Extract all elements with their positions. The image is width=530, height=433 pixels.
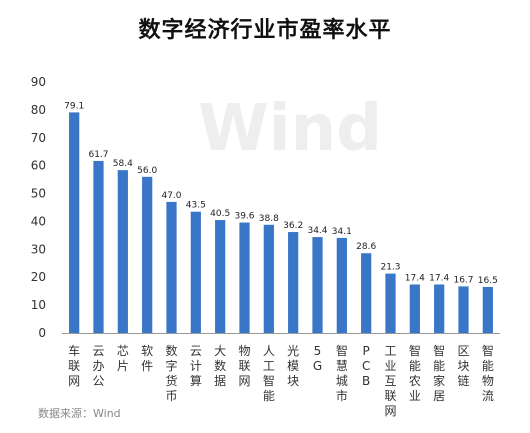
x-tick-label: 芯片: [117, 344, 129, 373]
bar: [458, 286, 469, 333]
bar: [69, 112, 80, 333]
data-label: 40.5: [210, 209, 230, 219]
bar: [117, 170, 128, 333]
data-label: 61.7: [88, 150, 108, 160]
data-label: 58.4: [113, 159, 133, 169]
bar: [215, 220, 226, 333]
bar: [93, 160, 104, 333]
data-label: 38.8: [259, 214, 279, 224]
x-tick-label: 智慧城市: [336, 343, 348, 403]
bar: [166, 201, 177, 333]
bar: [142, 176, 153, 333]
bar: [288, 232, 299, 333]
bar: [312, 237, 323, 333]
x-tick-label: 区块链: [457, 344, 469, 388]
x-tick-label: 大数据: [214, 344, 226, 388]
bar: [361, 253, 372, 333]
y-tick-label: 40: [31, 214, 46, 228]
x-tick-label: 工业互联网: [384, 344, 396, 418]
y-tick-label: 70: [31, 131, 46, 145]
x-tick-label: 光模块: [287, 344, 299, 388]
x-tick-label: 软件: [141, 344, 153, 373]
data-label: 21.3: [380, 263, 400, 273]
x-tick-label: 车联网: [68, 343, 80, 388]
y-tick-label: 10: [31, 298, 46, 312]
data-label: 36.2: [283, 221, 303, 231]
bar: [482, 286, 493, 333]
y-tick-label: 80: [31, 103, 46, 117]
x-tick-label: 物联网: [238, 344, 250, 388]
bar: [409, 284, 420, 333]
x-tick-label: 智能物流: [482, 343, 494, 403]
bar: [263, 224, 274, 333]
data-label: 79.1: [64, 101, 84, 111]
y-tick-label: 30: [31, 242, 46, 256]
data-label: 47.0: [161, 191, 181, 201]
data-label: 17.4: [405, 273, 425, 283]
data-label: 28.6: [356, 242, 376, 252]
bar: [385, 273, 396, 333]
bar: [190, 211, 201, 333]
x-tick-label: 智能农业: [409, 343, 421, 403]
chart-title: 数字经济行业市盈率水平: [138, 18, 392, 43]
x-tick-label: 智能家居: [433, 343, 445, 403]
data-label: 34.4: [307, 226, 327, 236]
data-label: 16.7: [453, 275, 473, 285]
bar: [336, 237, 347, 333]
x-tick-label: 数字货币: [165, 343, 177, 403]
data-label: 56.0: [137, 166, 157, 176]
x-tick-label: 云办公: [92, 344, 104, 388]
bar: [239, 222, 250, 333]
y-tick-label: 0: [38, 326, 46, 340]
x-tick-label: 人工智能: [263, 344, 275, 403]
data-label: 34.1: [332, 227, 352, 237]
y-tick-label: 60: [31, 159, 46, 173]
data-label: 16.5: [478, 276, 498, 286]
x-tick-label: 云计算: [190, 344, 202, 388]
data-label: 43.5: [186, 201, 206, 211]
data-label: 17.4: [429, 273, 449, 283]
bar: [434, 284, 445, 333]
watermark: Wind: [198, 92, 382, 166]
source-note: 数据来源：Wind: [38, 407, 121, 420]
y-tick-label: 50: [31, 187, 46, 201]
data-label: 39.6: [234, 212, 254, 222]
y-tick-label: 20: [31, 270, 46, 284]
y-tick-label: 90: [31, 75, 46, 89]
